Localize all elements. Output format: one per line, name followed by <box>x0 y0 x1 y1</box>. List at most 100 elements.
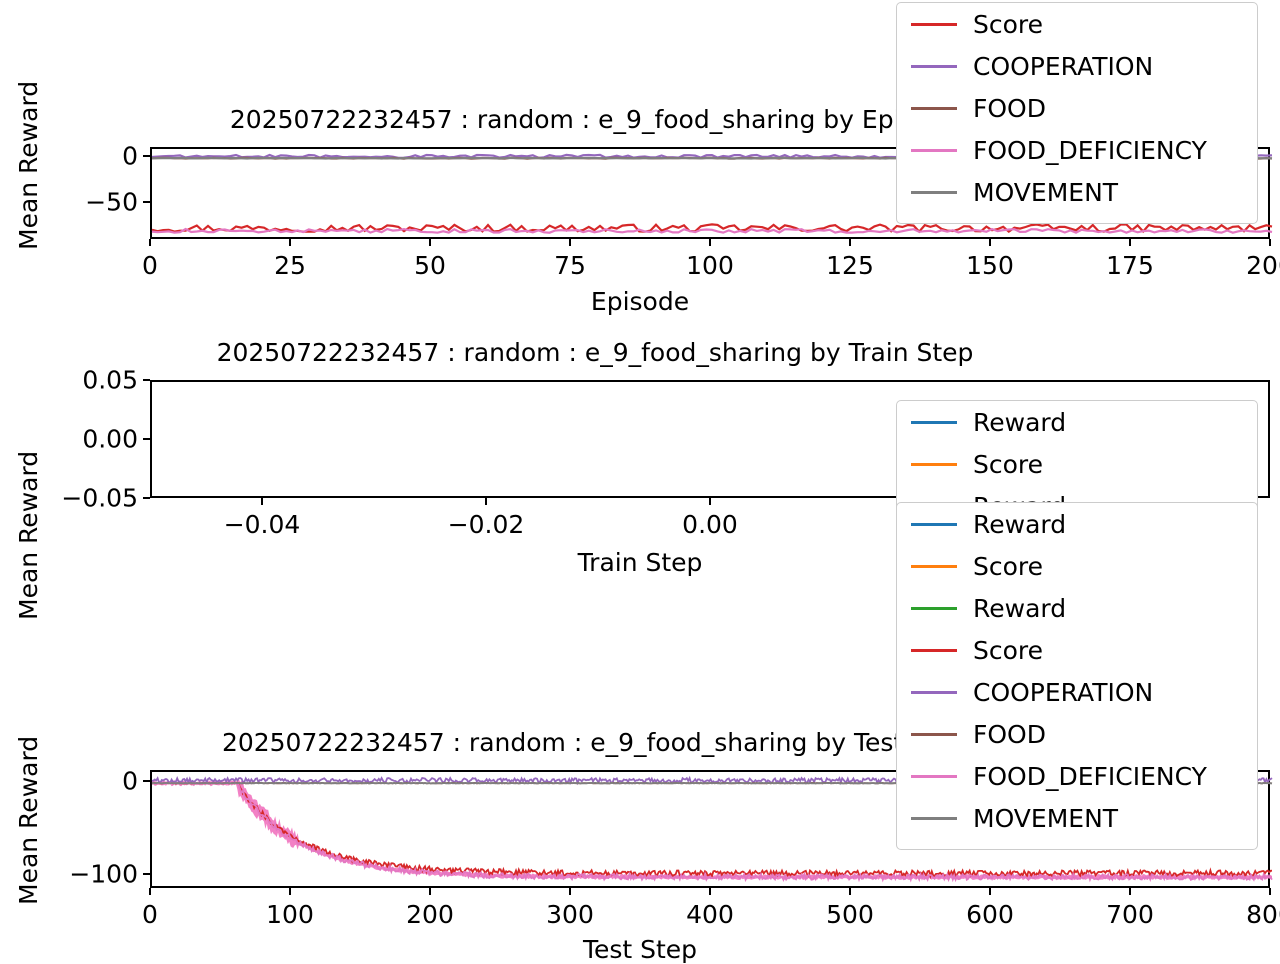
legend-item[interactable]: FOOD <box>897 713 1257 755</box>
x-tick-label: 100 <box>686 251 734 280</box>
legend-line-icon <box>911 648 957 652</box>
x-tick-mark <box>429 888 431 895</box>
x-tick-label: 50 <box>414 251 446 280</box>
x-tick-label: 75 <box>554 251 586 280</box>
series-line <box>151 223 1273 234</box>
legend-line-icon <box>911 22 957 26</box>
x-tick-mark <box>1269 239 1271 246</box>
x-tick-label: 125 <box>826 251 874 280</box>
legend-item-label: Reward <box>973 593 1067 623</box>
legend-item-label: Score <box>973 9 1044 39</box>
y-tick-mark <box>143 438 150 440</box>
x-tick-label: −0.02 <box>447 510 525 539</box>
legend-line-icon <box>911 606 957 610</box>
chart-title-episode: 20250722232457 : random : e_9_food_shari… <box>0 105 1280 135</box>
legend-item-label: FOOD <box>973 93 1046 123</box>
chart-title-episode-text: 20250722232457 : random : e_9_food_shari… <box>229 105 961 134</box>
y-tick-mark <box>143 497 150 499</box>
y-tick-label: 0 <box>122 141 138 171</box>
x-tick-mark <box>485 498 487 505</box>
x-tick-label: 700 <box>1106 900 1154 929</box>
x-tick-mark <box>261 498 263 505</box>
legend-item[interactable]: MOVEMENT <box>897 797 1257 839</box>
legend-item[interactable]: COOPERATION <box>897 671 1257 713</box>
x-tick-label: 400 <box>686 900 734 929</box>
legend-item-label: MOVEMENT <box>973 177 1119 207</box>
legend-line-icon <box>911 690 957 694</box>
x-tick-mark <box>709 888 711 895</box>
x-tick-label: 0 <box>142 900 158 929</box>
x-tick-mark <box>569 888 571 895</box>
x-tick-mark <box>1129 888 1131 895</box>
legend-item-label: COOPERATION <box>973 51 1154 81</box>
y-axis-label-train: Mean Reward <box>14 450 43 620</box>
chart-panel-train: 20250722232457 : random : e_9_food_shari… <box>0 320 1280 720</box>
y-tick-mark <box>143 379 150 381</box>
legend-item-label: Score <box>973 449 1044 479</box>
chart-panel-episode: 20250722232457 : random : e_9_food_shari… <box>0 0 1280 320</box>
series-line <box>151 781 1273 883</box>
x-tick-mark <box>849 888 851 895</box>
series-line <box>151 227 1273 234</box>
x-tick-mark <box>149 888 151 895</box>
chart-title-test-text: 20250722232457 : random : e_9_food_shari… <box>221 728 969 757</box>
x-tick-mark <box>709 239 711 246</box>
y-tick-label: 0.00 <box>82 424 138 454</box>
x-tick-mark <box>289 239 291 246</box>
y-tick-mark <box>143 155 150 158</box>
x-tick-mark <box>1269 888 1271 895</box>
x-tick-mark <box>569 239 571 246</box>
x-axis-label-episode: Episode <box>590 287 690 316</box>
y-tick-label: −100 <box>69 859 138 889</box>
legend-episode[interactable]: Score COOPERATION FOOD FOOD_DEFICIENCY MOVEM… <box>896 2 1258 224</box>
legend-test[interactable]: Reward Score Reward Score COOPERATION FOOD FOO… <box>896 502 1258 850</box>
legend-line-icon <box>911 190 957 194</box>
y-tick-mark <box>143 873 150 876</box>
legend-item[interactable]: COOPERATION <box>897 45 1257 87</box>
x-tick-mark <box>429 239 431 246</box>
x-tick-label: 175 <box>1106 251 1154 280</box>
legend-item-label: FOOD_DEFICIENCY <box>973 761 1207 791</box>
legend-item[interactable]: FOOD <box>897 87 1257 129</box>
y-tick-mark <box>143 780 150 783</box>
x-tick-label: 200 <box>1246 251 1280 280</box>
legend-item[interactable]: Reward <box>897 587 1257 629</box>
x-tick-mark <box>989 239 991 246</box>
x-tick-label: 0.00 <box>682 510 738 539</box>
x-tick-label: 300 <box>546 900 594 929</box>
legend-item-label: Reward <box>973 407 1067 437</box>
legend-item[interactable]: FOOD_DEFICIENCY <box>897 129 1257 171</box>
legend-item[interactable]: MOVEMENT <box>897 171 1257 213</box>
x-tick-mark <box>849 239 851 246</box>
x-tick-label: 600 <box>966 900 1014 929</box>
chart-title-train-text: 20250722232457 : random : e_9_food_shari… <box>216 338 974 367</box>
chart-title-test: 20250722232457 : random : e_9_food_shari… <box>0 728 1280 758</box>
legend-line-icon <box>911 462 957 466</box>
x-tick-label: 150 <box>966 251 1014 280</box>
x-tick-label: 0 <box>142 251 158 280</box>
x-tick-mark <box>1129 239 1131 246</box>
x-tick-label: 500 <box>826 900 874 929</box>
x-tick-label: 100 <box>266 900 314 929</box>
legend-item[interactable]: Reward <box>897 401 1257 443</box>
legend-item[interactable]: FOOD_DEFICIENCY <box>897 755 1257 797</box>
legend-item-label: COOPERATION <box>973 677 1154 707</box>
legend-item[interactable]: Score <box>897 545 1257 587</box>
legend-item[interactable]: Reward <box>897 503 1257 545</box>
legend-line-icon <box>911 64 957 68</box>
plot-area-train <box>150 380 1270 498</box>
x-tick-mark <box>289 888 291 895</box>
x-tick-label: 800 <box>1246 900 1280 929</box>
legend-line-icon <box>911 816 957 820</box>
legend-item[interactable]: Score <box>897 3 1257 45</box>
y-tick-mark <box>143 201 150 204</box>
x-tick-mark <box>149 239 151 246</box>
x-tick-mark <box>709 498 711 505</box>
legend-item[interactable]: Score <box>897 443 1257 485</box>
legend-line-icon <box>911 106 957 110</box>
y-tick-label: 0.05 <box>82 365 138 395</box>
legend-item-label: FOOD <box>973 719 1046 749</box>
legend-item[interactable]: Score <box>897 629 1257 671</box>
legend-line-icon <box>911 522 957 526</box>
legend-item-label: FOOD_DEFICIENCY <box>973 135 1207 165</box>
